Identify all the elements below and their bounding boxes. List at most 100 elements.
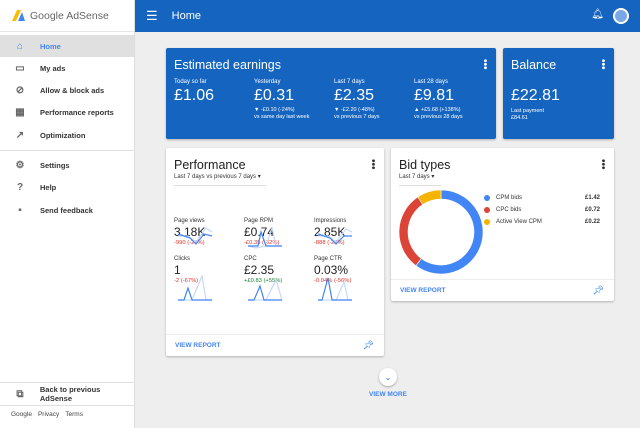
metric-change: -990 (-24%) xyxy=(174,240,205,246)
metric-label: Page views xyxy=(174,218,205,224)
privacy-link[interactable]: Privacy xyxy=(37,411,60,418)
legend-label: CPM bids xyxy=(496,195,523,201)
dropdown-arrow-icon: ▾ xyxy=(257,174,261,180)
top-bar: ☰ Home 🔔︎ xyxy=(135,0,640,32)
sidebar-item-allow-block[interactable]: ⊘ Allow & block ads xyxy=(0,79,134,101)
bell-icon[interactable]: 🔔︎ xyxy=(591,9,604,20)
more-options-icon[interactable]: ••• xyxy=(479,59,490,70)
more-options-icon[interactable]: ••• xyxy=(597,159,608,170)
sidebar-item-help[interactable]: ? Help xyxy=(0,176,134,198)
hamburger-icon[interactable]: ☰ xyxy=(146,8,158,23)
sidebar-item-label: Home xyxy=(40,41,61,51)
sparkline-previous xyxy=(248,226,282,249)
help-icon: ? xyxy=(16,181,24,193)
card-title: Estimated earnings xyxy=(174,58,282,72)
pin-icon[interactable]: 📌︎ xyxy=(362,340,374,350)
card-footer: VIEW REPORT 📌︎ xyxy=(166,334,384,356)
earnings-column: Last 28 days £9.81 ▲ +£5.68 (+138%) vs p… xyxy=(414,79,463,121)
metric-sparkline xyxy=(248,226,282,249)
logo-text: Google AdSense xyxy=(30,9,109,22)
avatar[interactable] xyxy=(613,8,629,24)
metric-page-ctr[interactable]: Page CTR 0.03% -0.04% (-56%) xyxy=(314,256,351,284)
sidebar-item-home[interactable]: ⌂ Home xyxy=(0,35,134,57)
metric-sparkline xyxy=(178,274,212,301)
metric-label: Page RPM xyxy=(244,218,274,224)
earnings-column: Last 7 days £2.35 ▼ -£2.20 (-48%) vs pre… xyxy=(334,79,380,121)
view-report-button[interactable]: VIEW REPORT xyxy=(400,287,446,294)
range-selector[interactable]: Last 7 days ▾ xyxy=(399,173,441,186)
last-payment-label: Last payment xyxy=(511,108,545,114)
sidebar-item-label: Allow & block ads xyxy=(40,85,105,95)
sparkline-previous xyxy=(248,278,283,301)
range-label: Last 7 days xyxy=(399,174,430,180)
sidebar-item-performance-reports[interactable]: ▦ Performance reports xyxy=(0,101,134,123)
sidebar-item-send-feedback[interactable]: ▪ Send feedback xyxy=(0,199,134,221)
balance-card: Balance ••• £22.81 Last payment £84.61 xyxy=(503,48,614,139)
legend-value: £0.72 xyxy=(584,207,600,213)
legend-item: CPC bids £0.72 xyxy=(484,207,600,213)
metric-change: -2 (-67%) xyxy=(174,278,199,284)
sparkline-current xyxy=(248,284,282,301)
back-label: Back to previous AdSense xyxy=(39,385,101,403)
back-to-previous-adsense[interactable]: ⧉ Back to previous AdSense xyxy=(0,383,134,405)
earnings-change: ▼ -£2.20 (-48%) xyxy=(334,107,375,113)
last-payment-value: £84.61 xyxy=(511,115,528,121)
range-selector[interactable]: Last 7 days vs previous 7 days ▾ xyxy=(174,173,266,186)
legend-label: Active View CPM xyxy=(496,219,542,225)
adsense-logo[interactable]: Google AdSense xyxy=(0,0,134,32)
card-footer: VIEW REPORT 📌︎ xyxy=(391,279,614,301)
metric-value: £2.35 xyxy=(244,263,275,277)
more-options-icon[interactable]: ••• xyxy=(597,59,608,70)
sparkline-previous xyxy=(178,274,212,301)
sparkline-current xyxy=(178,286,212,301)
sidebar-item-label: My ads xyxy=(40,63,66,73)
sidebar-item-my-ads[interactable]: ▭ My ads xyxy=(0,57,134,79)
metric-cpc[interactable]: CPC £2.35 +£0.83 (+55%) xyxy=(244,256,282,284)
sidebar: Google AdSense ⌂ Home ▭ My ads ⊘ Allow & bl… xyxy=(0,0,135,428)
earnings-value: £9.81 xyxy=(414,87,455,104)
metric-sparkline xyxy=(178,227,213,245)
metric-page-rpm[interactable]: Page RPM £0.74 -£0.35 (-32%) xyxy=(244,218,279,246)
trending-icon: ↗ xyxy=(15,129,25,141)
earnings-period: Today so far xyxy=(174,79,207,85)
bid-types-card: Bid types ••• Last 7 days ▾ VIEW REPORT … xyxy=(391,148,614,301)
view-report-button[interactable]: VIEW REPORT xyxy=(175,342,221,349)
legend-value: £1.42 xyxy=(584,195,600,201)
pin-icon[interactable]: 📌︎ xyxy=(592,285,604,295)
metric-label: Page CTR xyxy=(314,256,343,262)
earnings-value: £0.31 xyxy=(254,87,295,104)
open-in-new-icon: ⧉ xyxy=(16,388,24,400)
sidebar-item-label: Help xyxy=(40,182,57,192)
sidebar-item-settings[interactable]: ⚙ Settings xyxy=(0,154,134,176)
earnings-compare: vs same day last week xyxy=(254,114,310,120)
metric-clicks[interactable]: Clicks 1 -2 (-67%) xyxy=(174,256,198,284)
metric-label: CPC xyxy=(244,256,257,262)
earnings-period: Last 7 days xyxy=(334,79,365,85)
earnings-compare: vs previous 7 days xyxy=(334,114,380,120)
legend-value: £0.22 xyxy=(584,219,600,225)
donut-slice-active-view-cpm[interactable] xyxy=(417,189,442,205)
home-icon: ⌂ xyxy=(16,40,24,52)
donut-slice-cpc-bids[interactable] xyxy=(398,196,424,267)
block-icon: ⊘ xyxy=(15,84,25,96)
metric-value: 0.03% xyxy=(314,263,349,277)
sparkline-current xyxy=(178,233,213,245)
sidebar-item-label: Performance reports xyxy=(40,107,114,117)
sidebar-item-optimization[interactable]: ↗ Optimization xyxy=(0,124,134,146)
view-more-label[interactable]: VIEW MORE xyxy=(369,391,407,398)
page-title: Home xyxy=(171,10,201,22)
sparkline-current xyxy=(318,277,352,301)
adsense-logo-icon xyxy=(12,10,25,21)
metric-label: Impressions xyxy=(314,218,347,224)
metric-change: -0.04% (-56%) xyxy=(314,278,352,284)
legend-item: CPM bids £1.42 xyxy=(484,195,600,201)
google-link[interactable]: Google xyxy=(11,411,32,418)
sidebar-item-label: Settings xyxy=(40,160,70,170)
terms-link[interactable]: Terms xyxy=(65,411,83,418)
view-more-button[interactable]: ⌄ xyxy=(379,368,397,386)
legend-dot-icon xyxy=(484,207,490,213)
more-options-icon[interactable]: ••• xyxy=(367,159,378,170)
estimated-earnings-card: Estimated earnings ••• Today so far £1.0… xyxy=(166,48,496,139)
ad-unit-icon: ▭ xyxy=(15,62,25,74)
bar-chart-icon: ▦ xyxy=(15,106,25,118)
